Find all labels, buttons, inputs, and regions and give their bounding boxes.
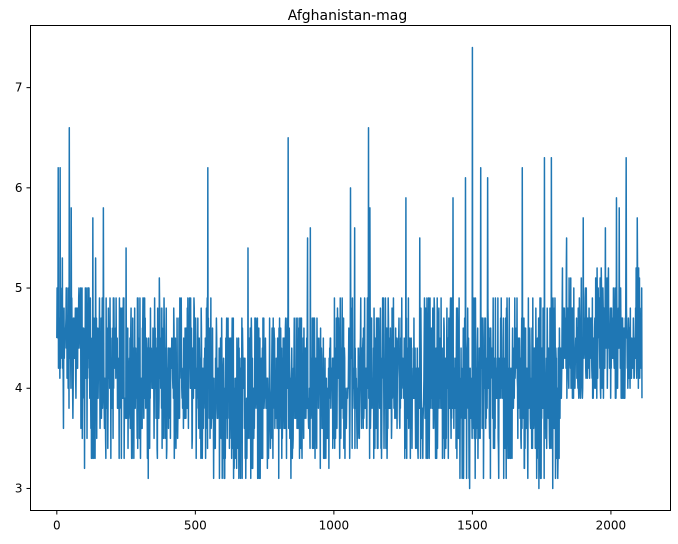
- y-tick-label: 3: [15, 481, 23, 495]
- x-tick-label: 0: [53, 519, 61, 533]
- series-line: [56, 46, 643, 490]
- y-tick-label: 6: [15, 181, 23, 195]
- series-line-group: [56, 46, 643, 490]
- y-tick-label: 5: [15, 281, 23, 295]
- y-tick-label: 7: [15, 81, 23, 95]
- y-tick-label: 4: [15, 381, 23, 395]
- x-tick-label: 1500: [457, 519, 488, 533]
- x-axis: 0 500 1000 1500 2000: [53, 510, 627, 533]
- x-tick-label: 500: [184, 519, 207, 533]
- plot-frame: [30, 25, 671, 511]
- x-tick-label: 1000: [319, 519, 350, 533]
- y-axis: 3 4 5 6 7: [15, 81, 31, 495]
- x-tick-label: 2000: [596, 519, 627, 533]
- chart-title: Afghanistan-mag: [288, 8, 408, 24]
